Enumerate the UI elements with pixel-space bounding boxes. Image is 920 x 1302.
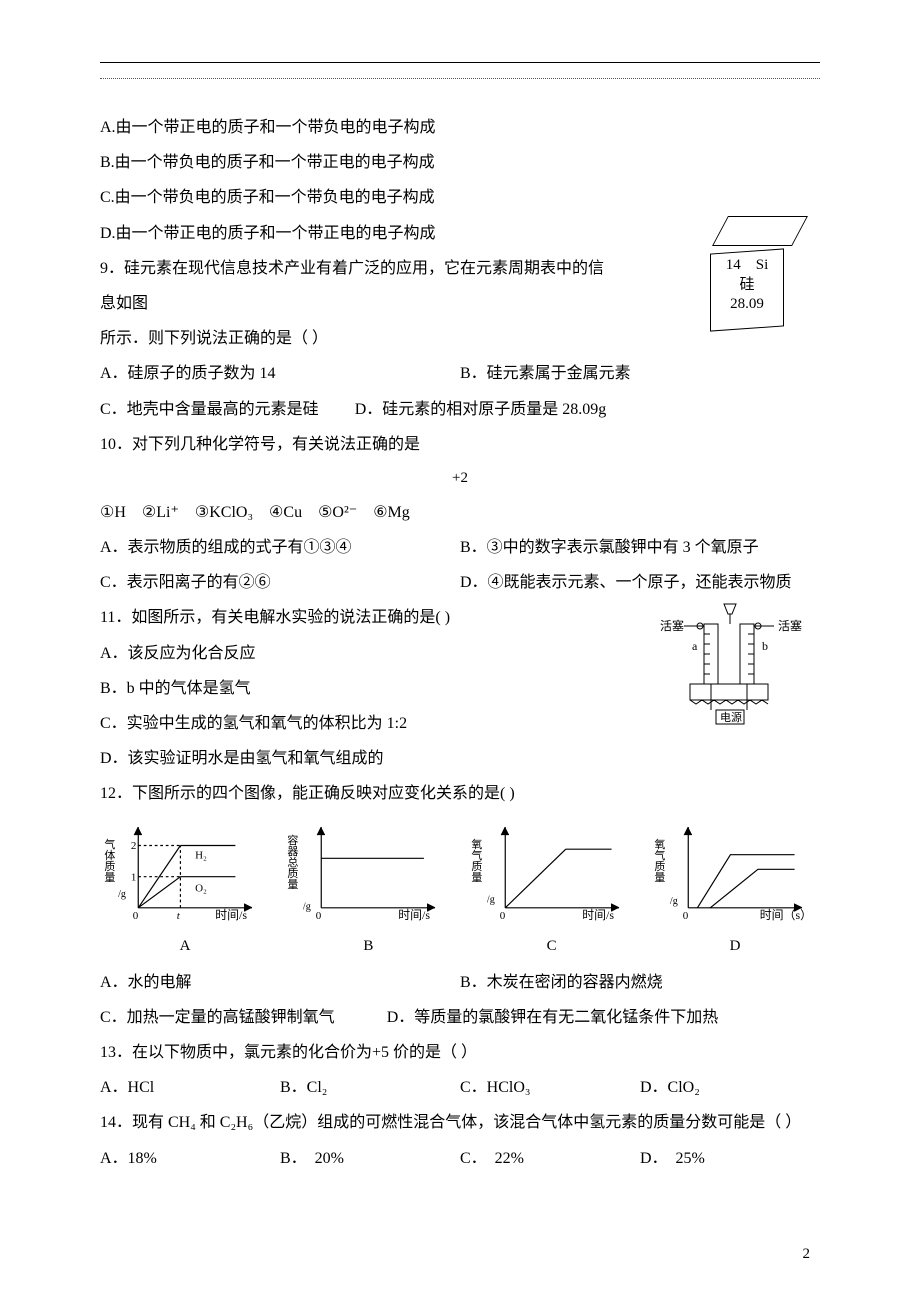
q10-super: +2 (100, 462, 820, 495)
q8-option-b: B.由一个带负电的质子和一个带正电的电子构成 (100, 145, 820, 180)
svg-text:2: 2 (131, 840, 137, 852)
q8-option-a: A.由一个带正电的质子和一个带负电的电子构成 (100, 110, 820, 145)
q9-option-c: C．地壳中含量最高的元素是硅 (100, 401, 319, 418)
q14-option-c: C． 22% (460, 1141, 640, 1176)
chart-c: 氧气质量 /g 0 时间/s C (467, 818, 637, 963)
q9-stem-part1: 9．硅元素在现代信息技术产业有着广泛的应用，它在元素周期表中的信 (100, 260, 604, 277)
q14-option-b: B． 20% (280, 1141, 460, 1176)
svg-text:0: 0 (133, 909, 139, 921)
q10-option-b: B．③中的数字表示氯酸钾中有 3 个氧原子 (460, 530, 820, 565)
q10-stem: 10．对下列几种化学符号，有关说法正确的是 (100, 427, 820, 462)
svg-text:0: 0 (316, 909, 322, 921)
elem-mass: 28.09 (711, 295, 783, 315)
q10-syms: ①H ②Li⁺ ③KClO₃ ④Cu ⑤O²⁻ ⑥Mg (100, 495, 820, 530)
elem-num: 14 (726, 257, 741, 273)
chart-b-letter: B (283, 930, 453, 963)
label-power: 电源 (720, 710, 742, 724)
svg-text:氧气质量: 氧气质量 (470, 836, 483, 881)
q11-option-d: D．该实验证明水是由氢气和氧气组成的 (100, 741, 820, 776)
q12-option-a: A．水的电解 (100, 965, 460, 1000)
q9-option-b: B．硅元素属于金属元素 (460, 356, 820, 391)
elem-name: 硅 (711, 275, 783, 295)
q10-option-d: D．④既能表示元素、一个原子，还能表示物质 (460, 565, 820, 600)
svg-text:氧气质量: 氧气质量 (653, 836, 666, 881)
chart-b: 容器总质量 /g 0 时间/s B (283, 818, 453, 963)
q12-option-b: B．木炭在密闭的容器内燃烧 (460, 965, 820, 1000)
svg-text:t: t (177, 909, 181, 921)
q12-charts: 气体质量 /g 2 1 0 t H₂ O₂ 时间/s A (100, 818, 820, 963)
chart-a-letter: A (100, 930, 270, 963)
q12-option-d: D．等质量的氯酸钾在有无二氧化锰条件下加热 (387, 1009, 719, 1026)
page-number: 2 (0, 1216, 920, 1263)
q10-option-c: C．表示阳离子的有②⑥ (100, 565, 460, 600)
svg-text:0: 0 (683, 909, 689, 921)
svg-text:容器总质量: 容器总质量 (286, 833, 299, 889)
q9-option-a: A．硅原子的质子数为 14 (100, 356, 460, 391)
label-b: b (762, 639, 768, 653)
chart-d-letter: D (650, 930, 820, 963)
q12-option-c: C．加热一定量的高锰酸钾制氧气 (100, 1009, 335, 1026)
q14-option-d: D． 25% (640, 1141, 820, 1176)
svg-text:0: 0 (499, 909, 505, 921)
electrolysis-figure: 活塞 活塞 a b 电源 (640, 600, 820, 743)
chart-c-letter: C (467, 930, 637, 963)
q9-stem-part2: 息如图 (100, 295, 148, 312)
q13-option-c: C．HClO₃ (460, 1070, 640, 1105)
svg-text:/g: /g (118, 888, 126, 899)
svg-text:气体质量: 气体质量 (103, 836, 116, 881)
q10-option-a: A．表示物质的组成的式子有①③④ (100, 530, 460, 565)
svg-text:时间/s: 时间/s (215, 907, 247, 921)
svg-text:时间（s）: 时间（s） (760, 907, 812, 921)
q13-option-d: D．ClO₂ (640, 1070, 820, 1105)
q13-option-a: A．HCl (100, 1070, 280, 1105)
svg-text:/g: /g (670, 896, 678, 907)
header-rule (100, 62, 820, 63)
q12-stem: 12．下图所示的四个图像，能正确反映对应变化关系的是( ) (100, 776, 820, 811)
label-stopper-l: 活塞 (660, 618, 684, 633)
dotted-rule (100, 78, 820, 79)
q14-stem: 14．现有 CH₄ 和 C₂H₆（乙烷）组成的可燃性混合气体，该混合气体中氢元素… (100, 1105, 820, 1140)
q14-option-a: A．18% (100, 1141, 280, 1176)
svg-text:O₂: O₂ (195, 882, 207, 894)
elem-sym: Si (756, 257, 769, 273)
element-card-wrap: 14 Si 硅 28.09 (710, 216, 820, 329)
svg-text:H₂: H₂ (195, 849, 207, 861)
svg-text:/g: /g (487, 894, 495, 905)
q8-option-c: C.由一个带负电的质子和一个带负电的电子构成 (100, 180, 820, 215)
chart-a: 气体质量 /g 2 1 0 t H₂ O₂ 时间/s A (100, 818, 270, 963)
chart-d: 氧气质量 /g 0 时间（s） D (650, 818, 820, 963)
q9-option-d: D．硅元素的相对原子质量是 28.09g (355, 401, 607, 418)
q13-option-b: B．Cl₂ (280, 1070, 460, 1105)
q13-stem: 13．在以下物质中，氯元素的化合价为+5 价的是（ ） (100, 1035, 820, 1070)
svg-text:1: 1 (131, 871, 137, 883)
svg-text:时间/s: 时间/s (399, 907, 431, 921)
label-stopper-r: 活塞 (778, 618, 802, 633)
svg-text:时间/s: 时间/s (582, 907, 614, 921)
svg-text:/g: /g (303, 901, 311, 912)
label-a: a (692, 639, 698, 653)
